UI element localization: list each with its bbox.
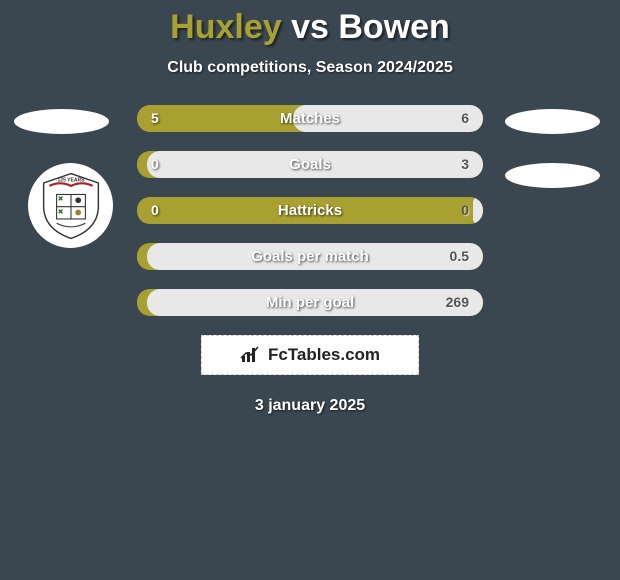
stat-row: 269Min per goal (137, 289, 483, 316)
subtitle: Club competitions, Season 2024/2025 (0, 59, 620, 77)
stat-row: 00Hattricks (137, 197, 483, 224)
stat-label: Min per goal (137, 289, 483, 316)
stat-label: Goals (137, 151, 483, 178)
left-badge-oval (14, 109, 109, 134)
comparison-area: 125 YEARS 56Matches 03Goals 00Hattricks 0.5… (0, 105, 620, 415)
club-crest-icon: 125 YEARS (28, 163, 113, 248)
stat-label: Hattricks (137, 197, 483, 224)
right-badge-oval-1 (505, 109, 600, 134)
stat-row: 03Goals (137, 151, 483, 178)
chart-icon (240, 346, 262, 364)
title-vs: vs (282, 8, 339, 46)
stat-row: 56Matches (137, 105, 483, 132)
branding-box: FcTables.com (201, 335, 419, 375)
page-title: Huxley vs Bowen (0, 0, 620, 47)
stat-bars-container: 56Matches 03Goals 00Hattricks 0.5Goals per … (137, 105, 483, 316)
branding-text: FcTables.com (268, 345, 380, 365)
title-player-right: Bowen (338, 8, 449, 46)
title-player-left: Huxley (170, 8, 282, 46)
stat-label: Matches (137, 105, 483, 132)
stat-row: 0.5Goals per match (137, 243, 483, 270)
right-badge-oval-2 (505, 163, 600, 188)
svg-text:125 YEARS: 125 YEARS (57, 177, 85, 183)
stat-label: Goals per match (137, 243, 483, 270)
date-text: 3 january 2025 (0, 397, 620, 415)
